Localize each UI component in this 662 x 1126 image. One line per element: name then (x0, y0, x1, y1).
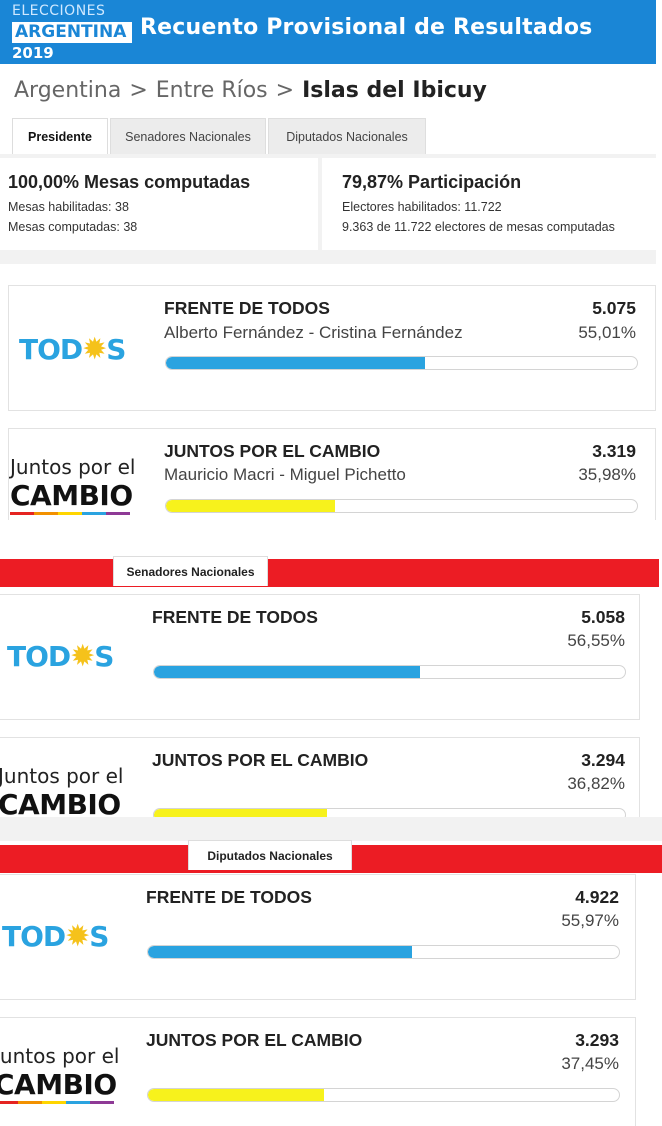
logo-text: TOD (2, 920, 66, 953)
color-stripe (0, 1101, 114, 1104)
sun-icon: ✹ (65, 919, 90, 954)
section-banner (0, 559, 659, 587)
brand-line1: ELECCIONES (12, 3, 106, 19)
logo-text: Juntos por el (0, 764, 124, 788)
logo-text: S (89, 920, 109, 953)
logo-text: Juntos por el (0, 1044, 120, 1068)
progress-bar (153, 808, 626, 817)
result-card[interactable]: Juntos por el CAMBIO JUNTOS POR EL CAMBI… (8, 428, 656, 520)
logo-text: TOD (19, 333, 83, 366)
breadcrumb-separator: > (275, 78, 295, 103)
breadcrumb-separator: > (129, 78, 148, 103)
participacion-headline: 79,87% Participación (342, 172, 522, 192)
stats-panel: 100,00% Mesas computadas Mesas habilitad… (0, 154, 656, 254)
result-card[interactable]: Juntos por el CAMBIO JUNTOS POR EL CAMBI… (0, 737, 640, 817)
electores-habilitados: Electores habilitados: 11.722 (342, 200, 502, 214)
tab-senadores[interactable]: Senadores Nacionales (110, 118, 266, 154)
juntos-por-el-cambio-logo: Juntos por el CAMBIO (10, 455, 135, 515)
frente-de-todos-logo: TOD✹S (2, 919, 109, 954)
party-name: JUNTOS POR EL CAMBIO (146, 1030, 363, 1050)
vote-percentage: 37,45% (561, 1054, 619, 1073)
progress-bar (147, 945, 620, 959)
logo-text: S (94, 640, 114, 673)
mesas-stat: 100,00% Mesas computadas Mesas habilitad… (0, 158, 318, 250)
progress-bar (165, 499, 638, 513)
vote-count: 5.075 (592, 298, 636, 318)
breadcrumb-item-entre-rios[interactable]: Entre Ríos (155, 78, 268, 103)
progress-fill (166, 357, 426, 369)
party-name: JUNTOS POR EL CAMBIO (164, 441, 381, 461)
vote-count: 5.058 (581, 607, 625, 627)
vote-percentage: 55,01% (578, 323, 636, 342)
breadcrumb-item-argentina[interactable]: Argentina (14, 78, 122, 103)
vote-percentage: 56,55% (567, 631, 625, 650)
vote-percentage: 55,97% (561, 911, 619, 930)
logo-text: CAMBIO (0, 1068, 117, 1101)
brand-line3: 2019 (12, 44, 54, 62)
progress-fill (148, 1089, 325, 1101)
tab-presidente[interactable]: Presidente (12, 118, 108, 154)
vote-count: 3.293 (575, 1030, 619, 1050)
sun-icon: ✹ (82, 332, 107, 367)
progress-fill (154, 809, 328, 817)
logo-text: TOD (7, 640, 71, 673)
result-card[interactable]: TOD✹S FRENTE DE TODOS 5.058 56,55% (0, 594, 640, 720)
sun-icon: ✹ (70, 639, 95, 674)
progress-bar (165, 356, 638, 370)
mesas-computadas: Mesas computadas: 38 (8, 220, 138, 234)
page-title: Recuento Provisional de Resultados (140, 15, 593, 40)
vote-count: 4.922 (575, 887, 619, 907)
color-stripe (10, 512, 130, 515)
party-name: FRENTE DE TODOS (152, 607, 318, 627)
vote-percentage: 35,98% (578, 465, 636, 484)
result-card[interactable]: TOD✹S FRENTE DE TODOS 4.922 55,97% (0, 874, 636, 1000)
party-name: JUNTOS POR EL CAMBIO (152, 750, 369, 770)
party-name: FRENTE DE TODOS (146, 887, 312, 907)
logo-text: CAMBIO (0, 788, 121, 817)
frente-de-todos-logo: TOD✹S (7, 639, 114, 674)
progress-fill (148, 946, 412, 958)
juntos-por-el-cambio-logo: Juntos por el CAMBIO (0, 764, 123, 817)
electores-computados: 9.363 de 11.722 electores de mesas compu… (342, 220, 615, 234)
progress-fill (154, 666, 421, 678)
result-card[interactable]: Juntos por el CAMBIO JUNTOS POR EL CAMBI… (0, 1017, 636, 1126)
mesas-habilitadas: Mesas habilitadas: 38 (8, 200, 129, 214)
logo-text: Juntos por el (10, 455, 136, 479)
progress-bar (153, 665, 626, 679)
party-name: FRENTE DE TODOS (164, 298, 330, 318)
breadcrumb: Argentina > Entre Ríos > Islas del Ibicuy (14, 78, 487, 103)
result-card[interactable]: TOD✹S FRENTE DE TODOS Alberto Fernández … (8, 285, 656, 411)
frente-de-todos-logo: TOD✹S (19, 332, 126, 367)
progress-bar (147, 1088, 620, 1102)
candidates: Alberto Fernández - Cristina Fernández (164, 323, 463, 342)
vote-count: 3.319 (592, 441, 636, 461)
elecciones-logo[interactable]: ELECCIONES ARGENTINA 2019 (6, 0, 132, 64)
header-bar: ELECCIONES ARGENTINA 2019 Recuento Provi… (0, 0, 656, 64)
logo-text: S (106, 333, 126, 366)
logo-text: CAMBIO (10, 479, 133, 512)
divider (0, 817, 662, 841)
divider (0, 254, 656, 264)
participacion-stat: 79,87% Participación Electores habilitad… (322, 158, 656, 250)
vote-percentage: 36,82% (567, 774, 625, 793)
candidates: Mauricio Macri - Miguel Pichetto (164, 465, 406, 484)
mesas-headline: 100,00% Mesas computadas (8, 172, 251, 192)
section-tab-senadores[interactable]: Senadores Nacionales (113, 556, 268, 586)
juntos-por-el-cambio-logo: Juntos por el CAMBIO (0, 1044, 119, 1104)
brand-line2: ARGENTINA (12, 22, 132, 43)
breadcrumb-current: Islas del Ibicuy (302, 78, 487, 103)
vote-count: 3.294 (581, 750, 625, 770)
progress-fill (166, 500, 336, 512)
section-tab-diputados[interactable]: Diputados Nacionales (188, 840, 352, 870)
tab-diputados[interactable]: Diputados Nacionales (268, 118, 426, 154)
